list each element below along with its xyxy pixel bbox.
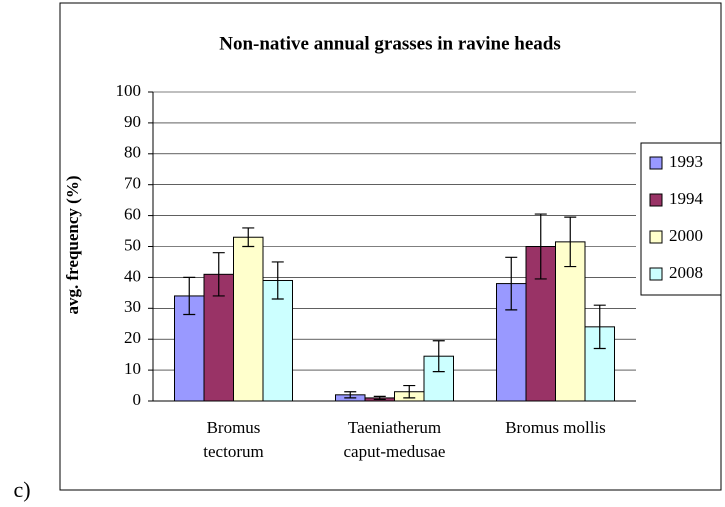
y-tick-label: 60 [124,205,141,224]
error-bar [344,391,357,399]
legend-swatch [649,156,663,170]
chart-title: Non-native annual grasses in ravine head… [219,33,561,54]
legend-swatch [649,230,663,244]
legend-label: 2000 [669,226,703,245]
y-tick-label: 0 [133,390,142,409]
y-tick-label: 70 [124,174,141,193]
y-tick-label: 80 [124,143,141,162]
y-axis-title: avg. frequency (%) [63,176,82,315]
error-bar [432,340,445,373]
bar [555,241,586,402]
y-tick-label: 50 [124,235,141,254]
bar [233,236,264,402]
error-bar [593,304,606,350]
error-bar [242,227,255,248]
legend-label: 1994 [669,189,704,208]
x-tick-label: Bromus mollis [505,418,606,437]
legend-label: 2008 [669,263,703,282]
error-bar [534,213,547,280]
y-tick-label: 40 [124,266,141,285]
error-bar [505,256,518,311]
y-tick-label: 20 [124,328,141,347]
x-tick-label: Taeniatherum caput-medusae [343,418,446,461]
panel-label: c) [13,477,30,502]
y-tick-label: 10 [124,359,141,378]
legend-swatch [649,193,663,207]
x-tick-label: Bromus tectorum [203,418,264,461]
y-tick-label: 30 [124,297,141,316]
bar [262,279,293,402]
legend-label: 1993 [669,152,703,171]
error-bar [403,384,416,399]
y-tick-label: 90 [124,112,141,131]
error-bar [183,276,196,316]
error-bar [271,261,284,300]
legend-swatch [649,267,663,281]
error-bar [212,252,225,297]
y-tick-label: 100 [116,81,142,100]
error-bar [373,395,386,401]
error-bar [564,216,577,268]
